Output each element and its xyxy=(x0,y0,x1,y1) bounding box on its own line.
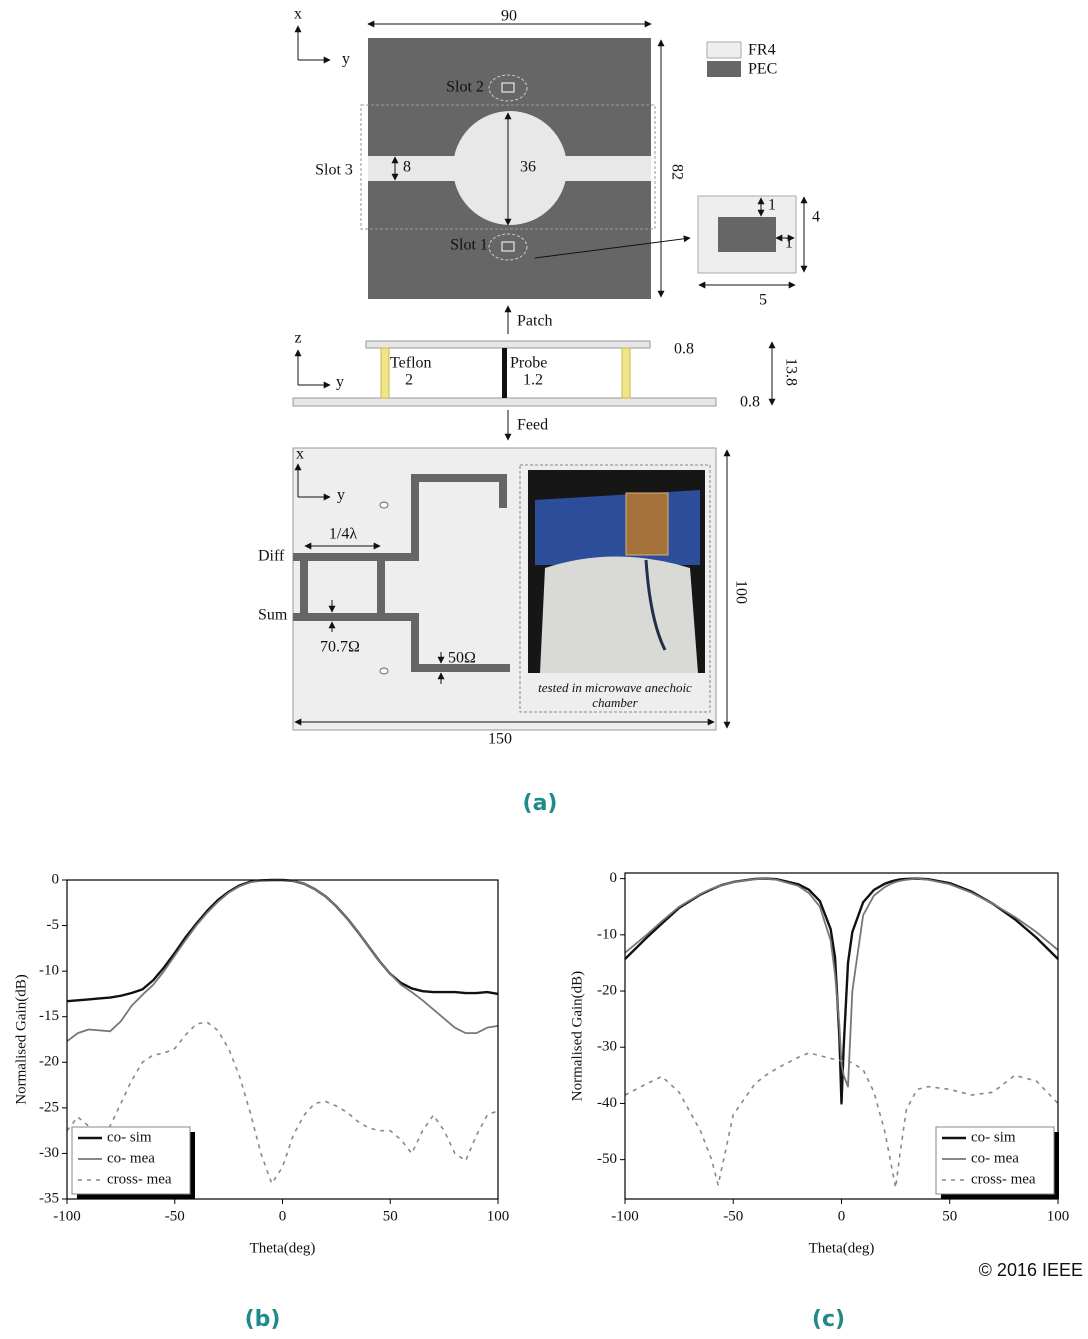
patch-substrate xyxy=(366,341,650,348)
dim-label: 150 xyxy=(488,731,512,748)
legend-label: co- sim xyxy=(971,1129,1016,1145)
legend-label: co- mea xyxy=(107,1150,155,1166)
dim-label: 1 xyxy=(785,235,793,252)
slot xyxy=(502,242,514,251)
figure: x y 90 82 FR4 PEC Slot 2 Slot 1 Slot 3 8… xyxy=(0,0,1088,1339)
y-tick-label: -10 xyxy=(597,926,617,942)
y-tick-label: -40 xyxy=(597,1095,617,1111)
legend-swatch xyxy=(707,42,741,58)
legend-label: FR4 xyxy=(748,42,776,59)
x-axis-label: Theta(deg) xyxy=(809,1240,875,1256)
x-tick-label: 0 xyxy=(279,1208,287,1224)
dim-label: 1.2 xyxy=(523,372,543,389)
axis-label: y xyxy=(342,51,350,68)
axis-label: z xyxy=(294,330,301,347)
legend-label: cross- mea xyxy=(971,1171,1036,1187)
axis-label: x xyxy=(296,446,304,463)
y-tick-label: -5 xyxy=(47,917,60,933)
view-label: Feed xyxy=(517,417,548,434)
port-label: Diff xyxy=(258,548,285,565)
axis-label: y xyxy=(336,374,344,391)
y-tick-label: 0 xyxy=(52,871,60,887)
y-tick-label: -10 xyxy=(39,963,59,979)
photo xyxy=(528,470,705,673)
dim-label: 5 xyxy=(759,292,767,309)
panel-label: (a) xyxy=(523,791,558,816)
dim-label: 1/4λ xyxy=(329,526,357,543)
series-line xyxy=(625,879,1058,1087)
x-tick-label: 100 xyxy=(487,1208,510,1224)
x-tick-label: -50 xyxy=(165,1208,185,1224)
dim-label: 90 xyxy=(501,8,517,25)
axis-label: y xyxy=(337,487,345,504)
series-line xyxy=(67,880,498,1041)
x-tick-label: -50 xyxy=(723,1208,743,1224)
inset-slot xyxy=(718,217,776,252)
dim-label: 70.7Ω xyxy=(320,639,360,656)
probe xyxy=(502,348,507,398)
dim-label: 0.8 xyxy=(674,341,694,358)
teflon-post xyxy=(622,348,630,398)
y-tick-label: -50 xyxy=(597,1151,617,1167)
y-tick-label: -30 xyxy=(39,1145,59,1161)
view-label: Patch xyxy=(517,313,553,330)
via xyxy=(380,502,388,508)
axis-label: x xyxy=(294,6,302,23)
x-tick-label: 50 xyxy=(942,1208,957,1224)
y-tick-label: -30 xyxy=(597,1039,617,1055)
part-label: Probe xyxy=(510,355,547,372)
teflon-post xyxy=(381,348,389,398)
y-tick-label: -15 xyxy=(39,1008,59,1024)
legend-label: PEC xyxy=(748,61,777,78)
photo-caption-box: tested in microwave anechoic chamber xyxy=(522,680,708,712)
part-label: Teflon xyxy=(390,355,432,372)
slot xyxy=(502,83,514,92)
dim-label: 13.8 xyxy=(782,358,799,386)
x-tick-label: 50 xyxy=(383,1208,398,1224)
legend-swatch xyxy=(707,61,741,77)
slot-label: Slot 1 xyxy=(450,237,488,254)
dim-label: 0.8 xyxy=(740,394,760,411)
y-tick-label: 0 xyxy=(610,870,618,886)
x-tick-label: -100 xyxy=(611,1208,639,1224)
series-line xyxy=(67,880,498,1001)
series-line xyxy=(625,879,1058,1104)
panel-label: (c) xyxy=(812,1307,845,1332)
feed-substrate xyxy=(293,398,716,406)
slot3-circle xyxy=(453,111,567,225)
y-tick-label: -35 xyxy=(39,1190,59,1206)
dim-label: 1 xyxy=(768,197,776,214)
legend-label: cross- mea xyxy=(107,1171,172,1187)
via xyxy=(380,668,388,674)
dim-label: 4 xyxy=(812,209,820,226)
slot-label: Slot 2 xyxy=(446,79,484,96)
y-axis-label: Normalised Gain(dB) xyxy=(569,971,585,1101)
dim-label: 100 xyxy=(732,580,749,604)
x-tick-label: 100 xyxy=(1047,1208,1070,1224)
legend-label: co- sim xyxy=(107,1129,152,1145)
figure-a: x y 90 82 FR4 PEC Slot 2 Slot 1 Slot 3 8… xyxy=(258,6,820,816)
legend-label: co- mea xyxy=(971,1150,1019,1166)
dim-label: 82 xyxy=(668,164,685,180)
x-tick-label: 0 xyxy=(838,1208,846,1224)
y-tick-label: -25 xyxy=(39,1099,59,1115)
photo-caption: tested in microwave anechoic chamber xyxy=(522,680,708,710)
slot-label: Slot 3 xyxy=(315,162,353,179)
y-tick-label: -20 xyxy=(39,1054,59,1070)
dim-label: 50Ω xyxy=(448,650,476,667)
y-axis-label: Normalised Gain(dB) xyxy=(13,974,29,1104)
copyright: © 2016 IEEE xyxy=(979,1260,1083,1280)
dim-label: 2 xyxy=(405,372,413,389)
x-tick-label: -100 xyxy=(53,1208,81,1224)
panel-label: (b) xyxy=(245,1307,281,1332)
dim-label: 36 xyxy=(520,159,536,176)
dim-label: 8 xyxy=(403,159,411,176)
x-axis-label: Theta(deg) xyxy=(250,1240,316,1256)
port-label: Sum xyxy=(258,607,288,624)
y-tick-label: -20 xyxy=(597,982,617,998)
